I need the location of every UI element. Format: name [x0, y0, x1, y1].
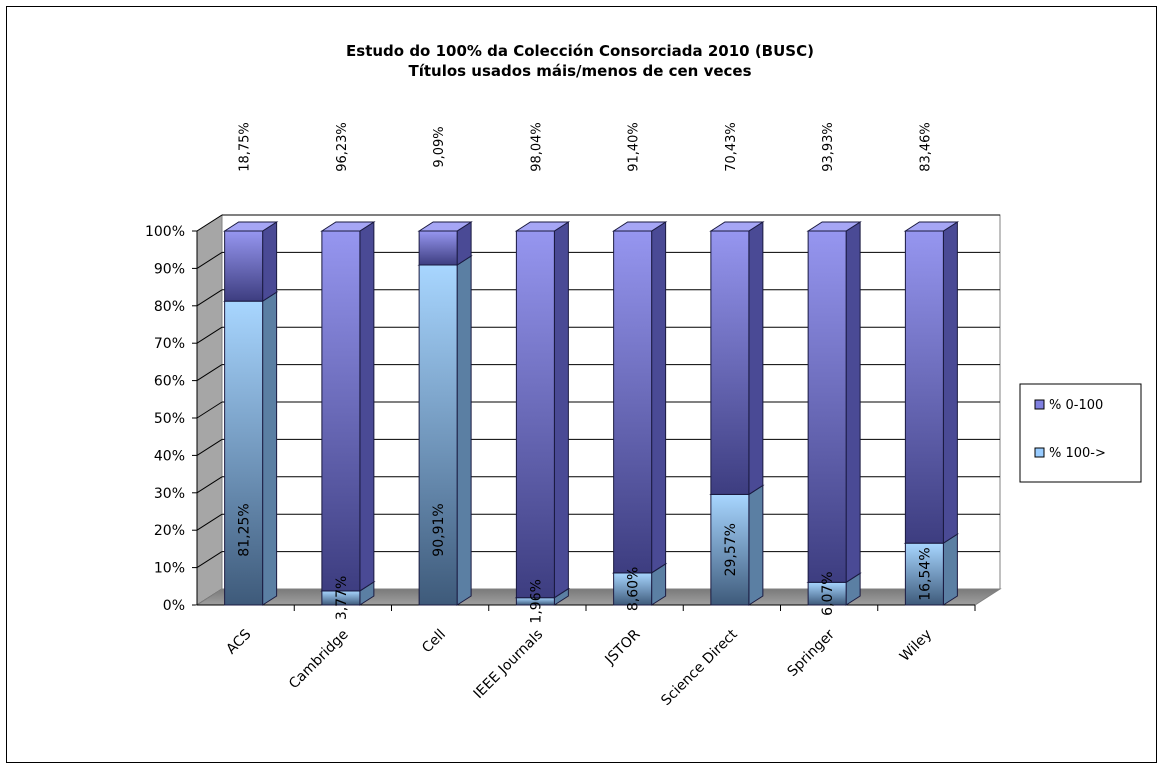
- gridline-side: [196, 326, 223, 344]
- chart-title: Estudo do 100% da Colección Consorciada …: [346, 42, 814, 60]
- data-label-upper: 96,23%: [335, 122, 350, 172]
- bar-segment-7-upper-top: [806, 221, 862, 232]
- bar-segment-1-upper: [224, 230, 264, 302]
- bar-segment-5-upper-top: [611, 221, 668, 232]
- y-tick-label: 60%: [154, 374, 185, 390]
- gridline-side: [196, 401, 223, 419]
- data-label-upper: 18,75%: [238, 122, 253, 172]
- category-label: Springer: [785, 626, 839, 680]
- bar-segment-6-upper-side: [748, 221, 764, 496]
- y-tick-label: 0%: [163, 598, 185, 614]
- y-tick-label: 90%: [154, 261, 185, 277]
- bar-segment-4-upper-side: [553, 221, 569, 599]
- y-tick-label: 70%: [154, 336, 185, 352]
- bar-segment-4-upper: [515, 230, 555, 599]
- bar-segment-3-upper-top: [417, 221, 473, 232]
- legend-swatch: [1034, 447, 1045, 458]
- bar-segment-3-lower: [418, 264, 458, 606]
- bar-segment-8-lower-side: [942, 533, 958, 606]
- category-label: JSTOR: [602, 626, 644, 668]
- bar-segment-2-upper: [321, 230, 361, 592]
- bar-segment-2-upper-top: [320, 221, 376, 232]
- y-tick-label: 50%: [154, 411, 185, 427]
- category-label: IEEE Journals: [471, 627, 547, 703]
- bar-segment-1-lower: [224, 300, 264, 606]
- bar-segment-3-lower-side: [456, 255, 472, 606]
- data-label-upper: 91,40%: [627, 122, 642, 172]
- gridline-side: [196, 251, 223, 269]
- data-label-lower: 8,60%: [626, 567, 642, 611]
- bar-segment-1-upper-side: [262, 221, 278, 303]
- data-label-lower: 6,07%: [820, 571, 836, 615]
- data-label-lower: 29,57%: [723, 523, 739, 576]
- y-tick-label: 30%: [154, 486, 185, 502]
- y-tick-label: 100%: [145, 224, 185, 240]
- data-label-lower: 3,77%: [334, 576, 350, 620]
- bar-segment-8-upper-side: [942, 221, 958, 545]
- gridline-side: [196, 364, 223, 382]
- bar-segment-6-upper-top: [709, 221, 765, 232]
- bar-segment-6-upper: [710, 230, 750, 495]
- bar-segment-8-upper-top: [903, 221, 960, 232]
- bar-segment-8-lower: [904, 542, 944, 606]
- legend-label: % 100->: [1049, 446, 1106, 461]
- plot-floor: [195, 588, 1002, 606]
- data-label-lower: 81,25%: [237, 503, 253, 556]
- legend-swatch: [1034, 399, 1045, 410]
- gridline-side: [196, 438, 223, 456]
- bar-segment-3-upper: [418, 230, 458, 266]
- y-tick-label: 80%: [154, 299, 185, 315]
- gridline-side: [196, 476, 223, 494]
- data-label-upper: 83,46%: [918, 122, 933, 172]
- bar-segment-5-upper: [613, 230, 653, 574]
- y-tick-label: 10%: [154, 561, 185, 577]
- category-label: Wiley: [897, 627, 935, 665]
- data-label-lower: 90,91%: [431, 503, 447, 556]
- category-label: Science Direct: [658, 626, 741, 709]
- bar-segment-1-upper-top: [222, 221, 279, 232]
- bar-segment-5-upper-side: [651, 221, 667, 574]
- gridline-side: [196, 289, 223, 307]
- bar-segment-8-upper: [904, 230, 944, 544]
- y-tick-label: 20%: [154, 523, 185, 539]
- bar-segment-7-upper-side: [845, 221, 861, 584]
- data-label-lower: 16,54%: [917, 547, 933, 600]
- bar-segment-6-lower-side: [748, 484, 764, 606]
- bar-segment-1-lower-side: [262, 291, 278, 606]
- data-label-upper: 70,43%: [724, 122, 739, 172]
- data-label-upper: 98,04%: [529, 122, 544, 172]
- gridline-side: [196, 551, 223, 569]
- data-label-lower: 1,96%: [528, 579, 544, 623]
- data-label-upper: 93,93%: [821, 122, 836, 172]
- data-label-upper: 9,09%: [432, 126, 447, 167]
- bar-segment-4-upper-top: [514, 221, 571, 232]
- bar-segment-2-upper-side: [359, 221, 375, 592]
- category-label: ACS: [223, 626, 254, 657]
- category-label: Cell: [419, 627, 449, 657]
- y-tick-label: 40%: [154, 448, 185, 464]
- category-label: Cambridge: [286, 627, 352, 693]
- gridline-side: [196, 214, 223, 232]
- chart-subtitle: Títulos usados máis/menos de cen veces: [408, 62, 751, 80]
- gridline-side: [196, 513, 223, 531]
- bar-segment-7-upper: [807, 230, 847, 583]
- legend-label: % 0-100: [1049, 398, 1103, 413]
